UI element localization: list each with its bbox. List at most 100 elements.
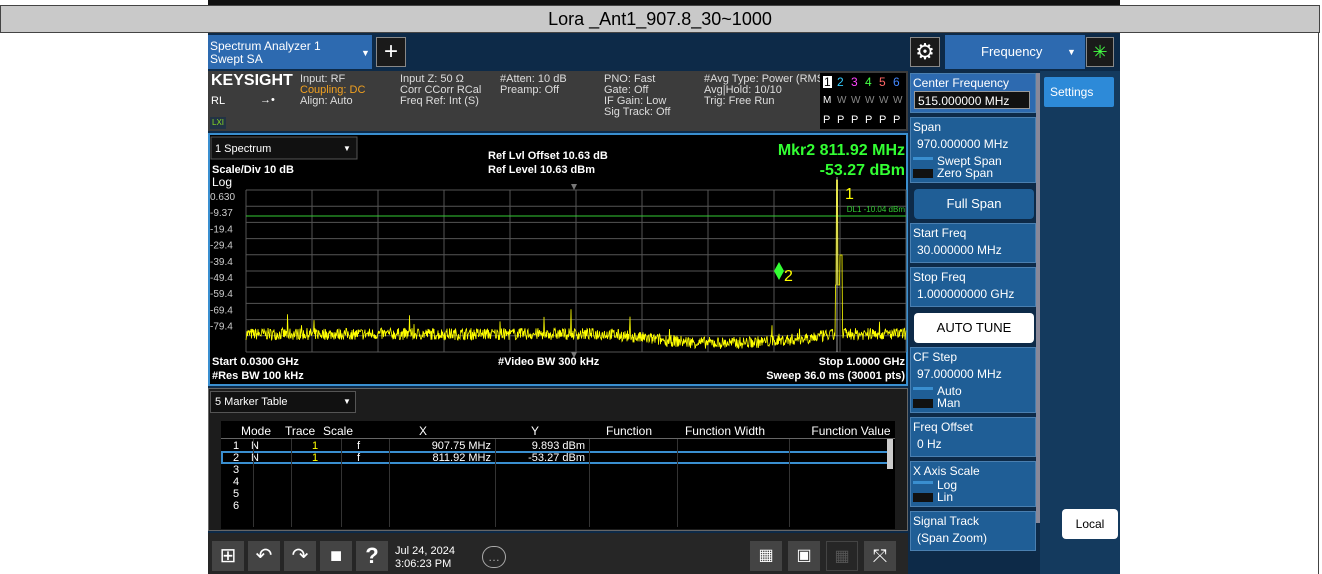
cell: N: [251, 452, 259, 464]
table-header: Function: [605, 424, 653, 438]
table-header: Trace: [285, 424, 316, 438]
help-btn[interactable]: ?: [356, 541, 388, 571]
row-num: 6: [233, 500, 240, 512]
trace-type: W: [851, 95, 861, 106]
trace-det: P: [823, 114, 831, 126]
softkey[interactable]: Center Frequency 515.000000 MHz: [910, 73, 1036, 113]
table-header: Mode: [241, 424, 272, 438]
plot: 1 Spectrum ▼ Ref Lvl Offset 10.63 dB Ref Le…: [210, 136, 907, 382]
chat-btn[interactable]: …: [482, 546, 506, 568]
trace-det: P: [893, 114, 901, 126]
softkey-button[interactable]: Full Span: [914, 189, 1034, 219]
lxi: LXI: [210, 117, 227, 129]
softkey-value: 515.000000 MHz: [914, 91, 1030, 109]
softkey-value: 30.000000 MHz: [917, 243, 1002, 257]
info-text: #Atten: 10 dB: [500, 73, 567, 85]
info-text: Gate: Off: [604, 84, 649, 96]
window-select: [210, 136, 358, 160]
tab-line: Swept SA: [210, 52, 263, 66]
col-line: [789, 439, 790, 527]
cell: f: [357, 440, 361, 452]
marker2-label: 2: [784, 268, 793, 285]
softkey-button[interactable]: AUTO TUNE: [914, 313, 1034, 343]
arrow: ▼: [343, 144, 351, 153]
add-button[interactable]: +: [376, 37, 406, 67]
y-tick-label: -9.37: [210, 208, 233, 219]
marker-freq: Mkr2 811.92 MHz: [778, 142, 905, 159]
stop: Stop 1.0000 GHz: [819, 356, 906, 368]
trace-type: W: [865, 95, 875, 106]
scrollbar: [887, 439, 893, 469]
header-line: [221, 438, 895, 439]
softkey[interactable]: Freq Offset 0 Hz: [910, 417, 1036, 457]
softkey[interactable]: Start Freq 30.000000 MHz: [910, 223, 1036, 263]
softkey-label: Start Freq: [913, 226, 967, 240]
tab-line: Spectrum Analyzer 1: [210, 39, 321, 53]
softkey[interactable]: Signal Track (Span Zoom): [910, 511, 1036, 551]
info-text: #Avg Type: Power (RMS: [704, 73, 825, 85]
time: 3:06:23 PM: [395, 558, 452, 570]
file-btn[interactable]: ■: [320, 541, 352, 571]
row-num: 1: [233, 440, 240, 452]
top-strip: [208, 0, 1120, 6]
marker1-label: 1: [845, 186, 854, 203]
info-text: Freq Ref: Int (S): [400, 95, 479, 107]
softkey[interactable]: Stop Freq 1.000000000 GHz: [910, 267, 1036, 307]
trace-type: M: [823, 95, 832, 106]
win-btn[interactable]: ⊞: [212, 541, 244, 571]
display: [208, 133, 908, 386]
softkey-panel: Center Frequency 515.000000 MHz Span 970.00…: [908, 71, 1040, 574]
info-text: Preamp: Off: [500, 84, 560, 96]
table-header: Function Width: [684, 424, 766, 438]
softkey-label: X Axis Scale: [913, 464, 980, 478]
trace-type: W: [879, 95, 889, 106]
tb-btn[interactable]: ▦: [826, 541, 858, 571]
softkey-option: Man: [937, 396, 961, 410]
cell: N: [251, 440, 259, 452]
trace-num: 6: [893, 75, 900, 89]
tb-btn[interactable]: ▦: [750, 541, 782, 571]
menu-tab[interactable]: Frequency ▼: [945, 35, 1085, 69]
softkey-value: (Span Zoom): [917, 531, 988, 545]
rl: RL: [211, 95, 226, 107]
row-num: 2: [233, 452, 240, 464]
softkey-option: Lin: [937, 490, 954, 504]
col-line: [341, 439, 342, 527]
info-text: IF Gain: Low: [604, 95, 667, 107]
option-indicator: [913, 493, 933, 502]
window-select[interactable]: 5 Marker Table ▼: [210, 391, 356, 413]
local-button[interactable]: Local: [1062, 509, 1118, 539]
settings-button[interactable]: Settings: [1044, 77, 1114, 107]
side-panel: Settings Local: [1040, 71, 1120, 574]
softkey[interactable]: Span 970.000000 MHz Swept Span Zero Span: [910, 117, 1036, 183]
softkey-value: 970.000000 MHz: [917, 137, 1009, 151]
redo-btn[interactable]: ↷: [284, 541, 316, 571]
cell: f: [357, 452, 361, 464]
table-header: Function Value: [811, 424, 891, 438]
vbw: #Video BW 300 kHz: [498, 356, 600, 368]
tab[interactable]: Spectrum Analyzer 1 Swept SA ▼: [208, 35, 372, 69]
undo-btn[interactable]: ↶: [248, 541, 280, 571]
softkey-value: 97.000000 MHz: [917, 367, 1002, 381]
y-tick-label: -69.4: [210, 305, 233, 316]
taskbar: ⊞ ↶ ↷ ■ ? Jul 24, 2024 3:06:23 PM … ▦ ▣ …: [208, 533, 908, 574]
gear[interactable]: ⚙: [910, 37, 940, 67]
option-indicator: [913, 387, 933, 390]
softkey-value: 1.000000000 GHz: [917, 287, 1015, 301]
softkey-value: 0 Hz: [917, 437, 942, 451]
trace-det: P: [851, 114, 859, 126]
col-line: [291, 439, 292, 527]
softkey-label: Span: [913, 120, 942, 134]
row-num: 4: [233, 476, 240, 488]
y-tick-label: -59.4: [210, 289, 233, 300]
tb-btn[interactable]: ⤧: [864, 541, 896, 571]
tb-btn[interactable]: ▣: [788, 541, 820, 571]
softkey-option: Auto: [937, 384, 962, 398]
col-line: [389, 439, 390, 527]
info-text: Coupling: DC: [300, 84, 366, 96]
softkey[interactable]: CF Step 97.000000 MHz Auto Man: [910, 347, 1036, 413]
window-label: 1 Spectrum: [215, 143, 271, 155]
softkey[interactable]: X Axis Scale Log Lin: [910, 461, 1036, 507]
date: Jul 24, 2024: [395, 545, 455, 557]
info-text: Avg|Hold: 10/10: [704, 84, 782, 96]
